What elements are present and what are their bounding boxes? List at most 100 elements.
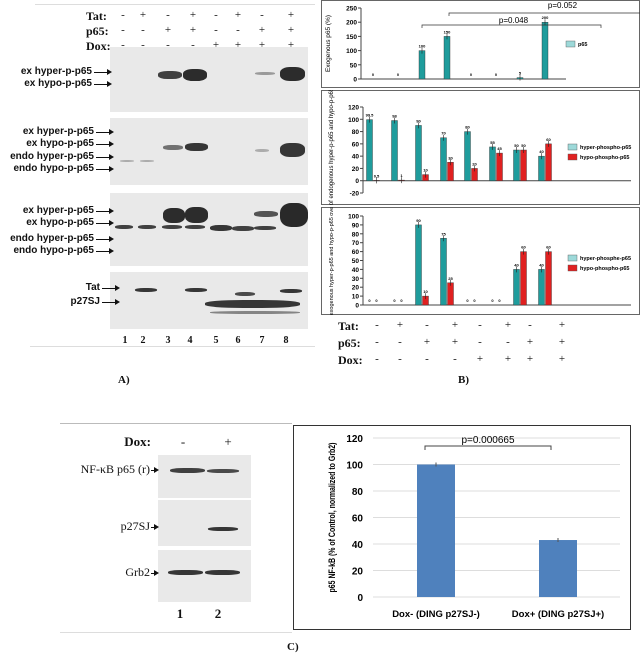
chart-frame — [321, 0, 640, 88]
panel-a-label: A) — [118, 374, 130, 386]
condition-sign: - — [236, 24, 240, 36]
significance-bracket — [424, 445, 552, 450]
dox-sign: - — [180, 434, 186, 449]
bar-hypo-phospho-p65 — [545, 251, 552, 306]
condition-sign: + — [287, 39, 295, 51]
band-label: ex hypo-p-p65 — [24, 78, 92, 89]
bar-hypo-phospho-p65 — [520, 251, 527, 306]
bar-hyper-phospho-p65 — [415, 125, 422, 181]
band-label: ex hyper-p-p65 — [22, 205, 94, 216]
data-label: 1 — [400, 173, 403, 178]
condition-sign: - — [375, 336, 379, 348]
lane-number: 2 — [140, 335, 146, 346]
band-label: endo hyper-p-p65 — [10, 233, 94, 244]
y-tick-label: 60 — [352, 249, 360, 256]
y-tick-label: 100 — [348, 117, 359, 124]
condition-label-tat: Tat: — [86, 9, 107, 23]
panel-b-label: B) — [458, 374, 469, 386]
arrow-icon — [102, 285, 120, 291]
condition-sign: - — [214, 9, 218, 21]
western-blot — [110, 272, 308, 329]
p-value: p=0.000665 — [461, 435, 515, 446]
data-label: 0 — [368, 298, 371, 303]
data-label: 0 — [400, 298, 403, 303]
condition-sign: + — [212, 39, 220, 51]
condition-label-p65: p65: — [86, 24, 109, 38]
condition-sign: - — [121, 24, 125, 36]
condition-sign: - — [121, 39, 125, 51]
legend-swatch — [567, 254, 578, 262]
data-label: 60 — [546, 245, 551, 250]
blot-band — [280, 203, 308, 227]
blot-band — [183, 69, 207, 81]
band-label: p27SJ — [120, 519, 150, 533]
condition-label-dox: Dox: — [86, 39, 111, 53]
blot-band — [185, 288, 207, 292]
data-label: 40 — [539, 149, 544, 154]
condition-sign: + — [396, 319, 404, 331]
blot-band — [168, 570, 203, 575]
y-tick-label: 0 — [357, 593, 363, 604]
blot-band — [140, 160, 154, 162]
blot-band — [205, 570, 240, 575]
condition-label: Dox: — [338, 353, 363, 367]
bar-p65 — [541, 22, 549, 80]
condition-sign: - — [260, 9, 264, 21]
y-tick-label: 40 — [352, 540, 364, 551]
y-axis-label: Exogenous p65 (%) — [325, 15, 332, 72]
y-tick-label: 100 — [346, 48, 357, 55]
data-label: 100 — [419, 44, 426, 49]
condition-sign: + — [526, 336, 534, 348]
western-blot — [110, 193, 308, 266]
data-label: 40 — [514, 262, 519, 267]
data-label: 60 — [546, 137, 551, 142]
bar-hyper-phosphe-p65 — [415, 224, 422, 306]
blot-band — [210, 225, 232, 231]
band-label: Tat — [85, 282, 100, 293]
y-axis-label: % of endogenous hyper-p-p65 and hypo-p-p… — [329, 90, 335, 205]
condition-sign: - — [166, 39, 170, 51]
condition-sign: - — [425, 319, 429, 331]
arrow-icon — [96, 141, 114, 147]
bar-hypo-phospho-p65 — [496, 152, 503, 181]
condition-sign: + — [423, 336, 431, 348]
y-tick-label: 0 — [355, 178, 359, 185]
band-label: ex hypo-p-p65 — [26, 138, 94, 149]
bar-hypo-phospho-p65 — [520, 149, 527, 181]
arrow-icon — [94, 81, 112, 87]
bar-hyper-phospho-p65 — [513, 149, 520, 181]
data-label: 0 — [397, 72, 400, 77]
data-label: 50 — [514, 143, 519, 148]
y-axis-label: % of exogenous hyper-p-p65 and hypo-p-p6… — [329, 207, 335, 315]
bar-hyper-phospho-p65 — [464, 131, 471, 181]
condition-sign: + — [451, 336, 459, 348]
condition-sign: + — [234, 39, 242, 51]
data-label: 55 — [490, 140, 495, 145]
data-label: 45 — [497, 146, 502, 151]
condition-sign: - — [141, 24, 145, 36]
bar — [539, 540, 577, 597]
condition-sign: + — [287, 9, 295, 21]
condition-sign: + — [189, 9, 197, 21]
data-label: 0.5 — [374, 173, 380, 178]
data-label: 40 — [539, 262, 544, 267]
band-label: NF-κB p65 (r) — [80, 462, 150, 476]
condition-sign: - — [166, 9, 170, 21]
band-label: endo hypo-p-p65 — [13, 163, 94, 174]
legend-entry: hyper-phospho-p65 — [580, 145, 631, 151]
y-tick-label: 80 — [352, 231, 360, 238]
arrow-icon — [151, 467, 159, 473]
data-label: 80 — [465, 125, 470, 130]
chart-p65-normalized: 0 20 40 60 80 100 120 p65 NF-kB (% of Control, … — [293, 425, 631, 630]
lane-number: 1 — [122, 335, 128, 346]
data-label: 0 — [466, 298, 469, 303]
significance-bracket — [421, 24, 602, 28]
band-label: endo hypo-p-p65 — [13, 245, 94, 256]
condition-sign: + — [164, 24, 172, 36]
blot-band — [120, 160, 134, 162]
y-tick-label: 40 — [352, 267, 360, 274]
condition-sign: - — [506, 336, 510, 348]
legend-swatch — [565, 40, 576, 48]
blot-band — [185, 225, 205, 229]
